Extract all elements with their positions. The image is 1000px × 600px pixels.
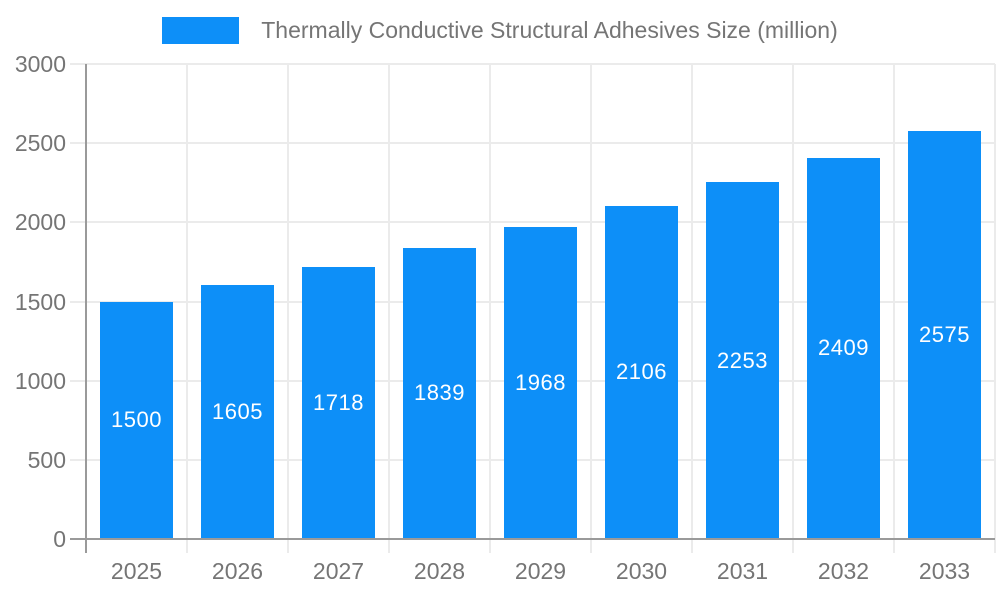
x-axis-tick	[489, 539, 491, 553]
legend-swatch	[162, 17, 240, 44]
x-gridline	[590, 64, 592, 539]
x-gridline	[994, 64, 996, 539]
x-axis-tick-label: 2027	[312, 558, 365, 584]
legend-label: Thermally Conductive Structural Adhesive…	[261, 17, 838, 43]
x-axis-tick	[287, 539, 289, 553]
bar-value-label: 1500	[111, 407, 162, 433]
x-gridline	[186, 64, 188, 539]
bar-value-label: 1605	[212, 398, 263, 424]
x-axis-tick-label: 2029	[514, 558, 567, 584]
y-axis-tick-label: 2500	[14, 130, 66, 157]
y-gridline	[70, 63, 995, 65]
y-axis-tick-label: 1500	[14, 288, 66, 315]
x-axis-tick	[186, 539, 188, 553]
bar-value-label: 1718	[313, 389, 364, 415]
bar-value-label: 1968	[515, 370, 566, 396]
x-gridline	[388, 64, 390, 539]
x-axis-tick-label: 2028	[413, 558, 466, 584]
bar[interactable]: 2409	[807, 157, 880, 539]
x-axis-tick	[994, 539, 996, 553]
bar-value-label: 1839	[414, 380, 465, 406]
x-gridline	[287, 64, 289, 539]
bar[interactable]: 1968	[504, 227, 577, 539]
x-axis-tick-label: 2032	[817, 558, 870, 584]
x-axis-line	[70, 538, 995, 540]
x-axis-tick	[388, 539, 390, 553]
bar[interactable]: 1718	[302, 266, 375, 539]
y-axis-tick-label: 0	[53, 526, 66, 552]
bar-value-label: 2575	[919, 322, 970, 348]
x-axis-tick-label: 2025	[110, 558, 163, 584]
y-axis-tick-label: 1000	[14, 367, 66, 394]
bar[interactable]: 1839	[403, 247, 476, 539]
x-axis-tick-label: 2033	[918, 558, 971, 584]
y-axis-tick-label: 500	[27, 446, 66, 473]
bar-value-label: 2409	[818, 335, 869, 361]
bar-value-label: 2106	[616, 359, 667, 385]
x-axis-tick	[792, 539, 794, 553]
bar[interactable]: 2106	[605, 205, 678, 539]
y-gridline	[70, 221, 995, 224]
bar[interactable]: 2575	[908, 131, 981, 539]
x-gridline	[489, 64, 491, 539]
bar[interactable]: 1605	[201, 284, 274, 539]
bar[interactable]: 2253	[706, 182, 779, 539]
x-axis-tick-label: 2031	[716, 558, 769, 584]
y-gridline	[70, 142, 995, 145]
bar-value-label: 2253	[717, 347, 768, 373]
x-gridline	[691, 64, 693, 539]
x-gridline	[893, 64, 895, 539]
x-axis-tick-label: 2030	[615, 558, 668, 584]
x-axis-tick	[691, 539, 693, 553]
legend[interactable]: Thermally Conductive Structural Adhesive…	[0, 17, 1000, 44]
bar[interactable]: 1500	[100, 301, 173, 539]
x-gridline	[792, 64, 794, 539]
y-axis-line	[85, 64, 87, 553]
x-axis-tick	[893, 539, 895, 553]
x-axis-tick	[590, 539, 592, 553]
y-axis-tick-label: 2000	[14, 209, 66, 236]
x-axis-tick-label: 2026	[211, 558, 264, 584]
y-axis-tick-label: 3000	[14, 51, 66, 77]
